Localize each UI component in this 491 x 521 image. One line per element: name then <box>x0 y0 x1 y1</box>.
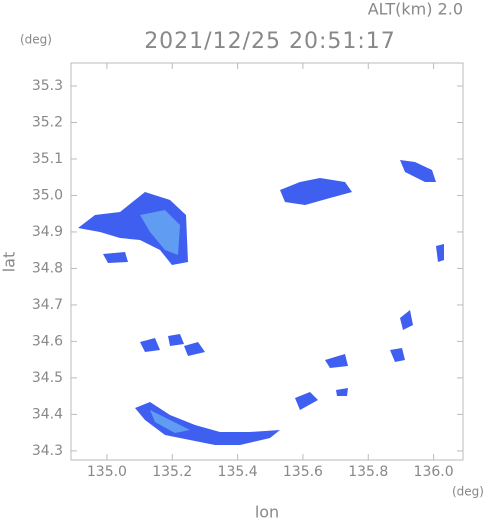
y-tick-label: 34.4 <box>32 406 63 422</box>
echo <box>103 252 128 263</box>
y-tick-label: 35.1 <box>32 151 63 167</box>
plot-frame <box>70 62 464 461</box>
echo <box>295 392 318 410</box>
y-tick-label: 35.3 <box>32 78 63 94</box>
y-tick-label: 34.6 <box>32 333 63 349</box>
echo <box>140 338 160 352</box>
y-tick-label: 35.0 <box>32 187 63 203</box>
chart-title: 2021/12/25 20:51:17 <box>144 29 396 54</box>
echo <box>150 410 190 433</box>
x-axis-label: lon <box>255 503 279 521</box>
echo <box>135 402 280 445</box>
x-tick-label: 136.0 <box>414 464 454 480</box>
echo <box>436 244 444 262</box>
radar-echoes <box>78 160 444 445</box>
y-tick-label: 34.3 <box>32 443 63 459</box>
y-axis-label: lat <box>0 252 19 273</box>
echo <box>140 210 180 255</box>
y-tick-label: 34.9 <box>32 224 63 240</box>
x-tick-label: 135.8 <box>348 464 388 480</box>
echo <box>78 192 188 265</box>
altitude-label: ALT(km) 2.0 <box>368 0 463 19</box>
x-tick-label: 135.6 <box>283 464 323 480</box>
echo <box>280 178 352 205</box>
y-tick-label: 34.7 <box>32 297 63 313</box>
y-unit: (deg) <box>20 33 52 47</box>
echo <box>184 342 205 356</box>
x-unit: (deg) <box>452 485 484 499</box>
x-tick-label: 135.0 <box>87 464 127 480</box>
y-tick-label: 34.8 <box>32 260 63 276</box>
y-tick-label: 34.5 <box>32 370 63 386</box>
echo <box>390 348 405 362</box>
x-tick-label: 135.4 <box>218 464 258 480</box>
x-tick-label: 135.2 <box>152 464 192 480</box>
echo <box>400 160 436 182</box>
echo <box>336 388 348 396</box>
echo <box>325 354 348 368</box>
echo <box>168 334 184 346</box>
echo <box>400 310 413 330</box>
y-tick-label: 35.2 <box>32 114 63 130</box>
